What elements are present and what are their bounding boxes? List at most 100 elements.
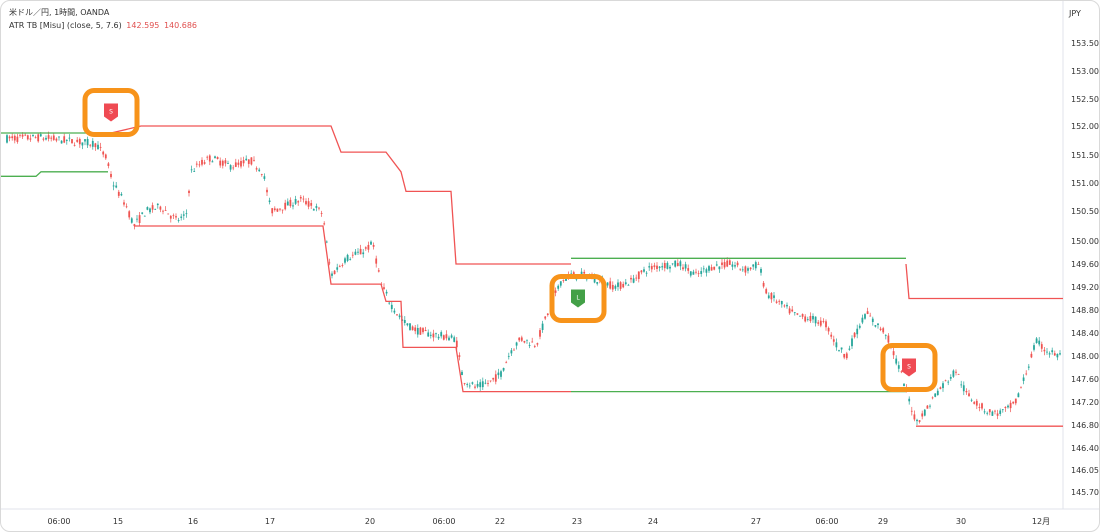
candle-body: [848, 348, 851, 350]
candle-body: [806, 319, 809, 320]
candle-body: [463, 383, 466, 384]
candle-body: [687, 268, 690, 271]
candle-body: [648, 266, 651, 268]
candle-body: [936, 390, 939, 396]
signal-marker[interactable]: [104, 103, 118, 122]
candle-body: [120, 193, 123, 196]
indicator-label: ATR TB [Misu] (close, 5, 7.6): [9, 21, 122, 30]
candle-body: [190, 169, 193, 171]
candle-body: [1053, 353, 1056, 356]
candle-body: [76, 139, 79, 142]
candle-body: [450, 335, 453, 338]
candle-body: [793, 312, 796, 314]
candle-body: [965, 390, 968, 393]
candle-body: [526, 339, 528, 341]
candle-body: [1043, 349, 1046, 352]
candle-body: [89, 144, 92, 146]
candle-body: [198, 164, 201, 166]
candle-body: [887, 335, 890, 343]
candle-body: [536, 343, 539, 345]
candle-body: [962, 385, 965, 392]
candle-body: [227, 163, 229, 164]
signal-highlight-box: [82, 88, 140, 137]
candle-body: [882, 328, 885, 333]
candle-body: [492, 377, 495, 380]
candle-body: [864, 314, 866, 319]
candle-body: [16, 136, 19, 142]
candle-body: [754, 262, 757, 269]
candle-body: [180, 216, 183, 218]
candle-body: [767, 295, 770, 299]
candle-body: [957, 373, 960, 375]
candle-body: [138, 215, 141, 223]
candle-body: [216, 157, 219, 160]
candle-body: [713, 266, 716, 270]
candle-body: [921, 413, 924, 417]
candle-body: [539, 330, 541, 337]
candle-body: [455, 340, 458, 348]
candle-body: [726, 260, 729, 267]
candle-body: [315, 206, 318, 208]
candle-body: [814, 316, 817, 324]
candle-body: [159, 206, 162, 210]
candle-body: [705, 269, 708, 273]
candle-body: [357, 251, 359, 253]
candle-body: [143, 215, 146, 217]
candle-body: [354, 251, 357, 255]
candle-body: [910, 410, 913, 412]
candle-body: [253, 159, 255, 161]
candle-body: [1009, 402, 1012, 409]
candle-body: [858, 325, 861, 328]
candle-body: [614, 285, 617, 289]
x-tick-label: 06:00: [815, 517, 838, 526]
candle-body: [97, 144, 99, 150]
candle-body: [341, 265, 344, 266]
signal-marker[interactable]: [571, 289, 585, 308]
y-tick-label: 148.800: [1071, 306, 1099, 315]
x-tick-label: 06:00: [47, 517, 70, 526]
candle-body: [294, 199, 297, 204]
candle-body: [533, 346, 536, 347]
candle-body: [518, 337, 521, 341]
indicator-line: [134, 225, 571, 393]
x-tick-label: 22: [495, 517, 505, 526]
candle-body: [765, 289, 768, 294]
x-tick-label: 20: [365, 517, 375, 526]
candle-body: [1033, 345, 1035, 350]
x-tick-label: 17: [265, 517, 275, 526]
candle-body: [734, 265, 736, 267]
candle-body: [804, 316, 807, 322]
candle-body: [307, 201, 310, 207]
candle-body: [32, 134, 34, 136]
candle-body: [182, 214, 185, 216]
signal-marker[interactable]: [902, 358, 916, 377]
candle-body: [812, 315, 814, 320]
candle-body: [37, 134, 40, 142]
candle-body: [279, 208, 281, 210]
candle-body: [653, 265, 656, 268]
candle-body: [840, 347, 843, 350]
candle-body: [73, 144, 76, 146]
candle-body: [926, 405, 929, 409]
y-tick-label: 146.400: [1071, 444, 1099, 453]
candle-body: [474, 386, 476, 388]
candle-body: [359, 248, 362, 255]
candle-body: [676, 263, 679, 266]
candle-body: [133, 224, 136, 227]
candle-body: [1004, 406, 1007, 409]
candle-body: [185, 213, 188, 215]
candle-body: [973, 402, 976, 404]
symbol-legend[interactable]: 米ドル／円, 1時間, OANDA: [9, 7, 109, 18]
y-tick-label: 149.600: [1071, 260, 1099, 269]
candle-body: [297, 201, 300, 203]
candle-body: [741, 269, 744, 271]
candle-body: [866, 311, 869, 314]
indicator-legend[interactable]: ATR TB [Misu] (close, 5, 7.6) 142.595 14…: [9, 21, 197, 30]
candle-body: [318, 207, 320, 209]
signal-highlight-box: [549, 274, 607, 323]
candle-body: [494, 374, 497, 382]
candle-body: [760, 268, 762, 273]
candle-body: [432, 333, 435, 338]
